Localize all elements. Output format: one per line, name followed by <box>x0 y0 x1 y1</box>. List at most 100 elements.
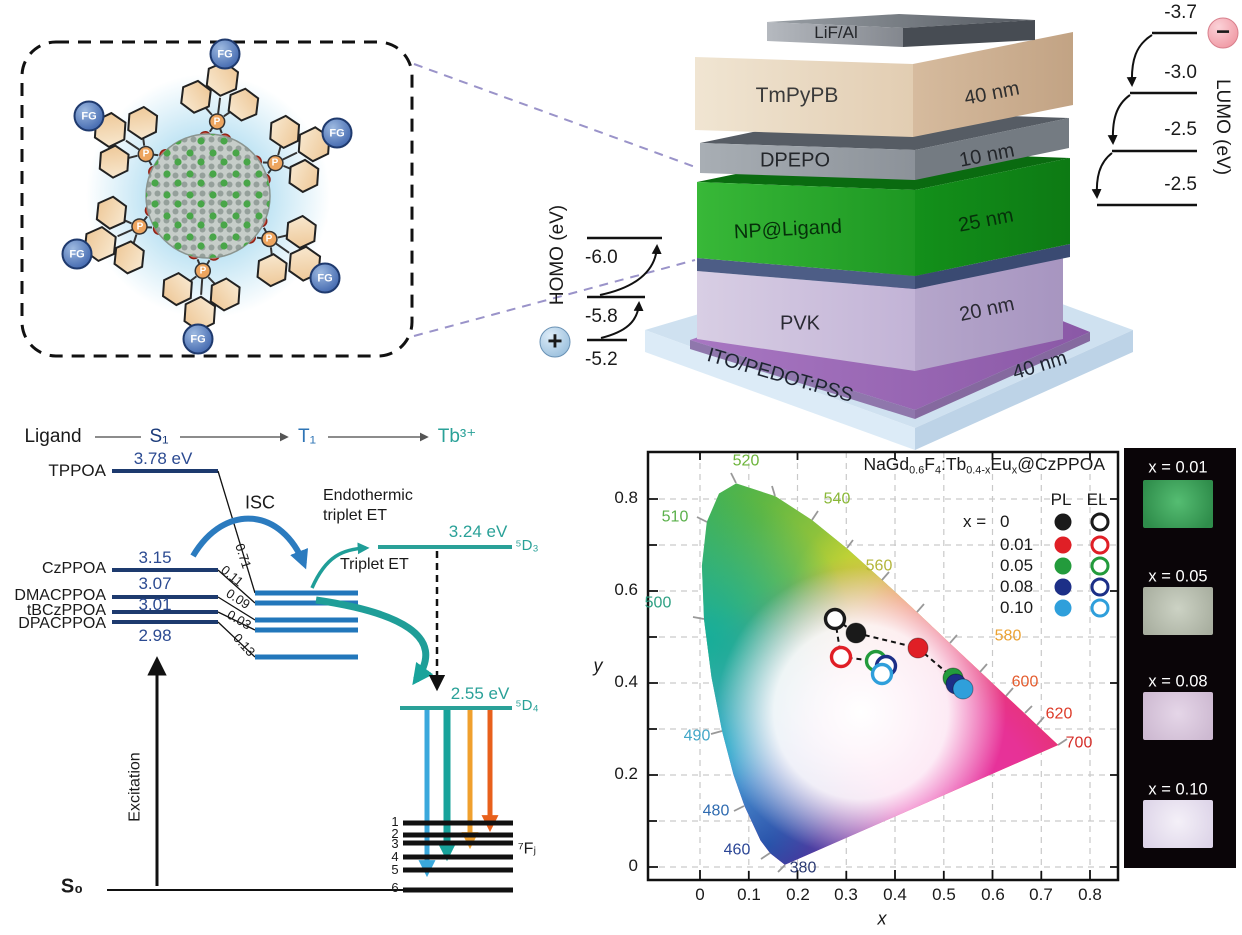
photo-label-010: x = 0.10 <box>1148 780 1208 799</box>
hole-plus-symbol: + <box>547 325 563 356</box>
pvk-right-face <box>915 257 1063 371</box>
ito-right-face <box>915 330 1133 450</box>
wavelength-label-620: 620 <box>1045 705 1073 723</box>
fj-term: ⁷Fⱼ <box>517 840 537 858</box>
lumo-level-1: -3.0 <box>1164 62 1197 83</box>
isc-label: ISC <box>244 492 276 513</box>
legend-row-3: 0.08 <box>1000 577 1034 596</box>
wavelength-label-500: 500 <box>644 594 672 612</box>
ito-front-face <box>645 330 915 450</box>
energy-czppoa: 3.15 <box>138 548 172 568</box>
y-tick-0: 0 <box>628 856 638 875</box>
s1-levels <box>112 469 218 624</box>
isc-connectors <box>217 470 256 658</box>
x-tick-7: 0.7 <box>1029 885 1053 905</box>
fj-index-6: 6 <box>391 880 399 896</box>
cie-title-sub: 0.4-x <box>966 464 991 477</box>
cie-y-axis-label: y <box>593 655 603 676</box>
fj-levels <box>403 820 513 893</box>
lumo-axis-label: LUMO (eV) <box>1211 78 1233 176</box>
cie-title-part: Eu <box>990 454 1012 474</box>
np-ligand-right-face <box>915 158 1070 276</box>
s0-label: S₀ <box>60 875 84 898</box>
energy-dpacppoa: 2.98 <box>138 626 172 646</box>
callout-connector-top <box>413 63 699 169</box>
cie-title-sub: 0.6 <box>909 464 925 477</box>
triplet-et-arrow <box>315 596 434 686</box>
cie-x-axis-label: x <box>877 908 887 929</box>
cie-title-part: :Tb <box>940 454 967 474</box>
legend-row-1: 0.01 <box>1000 535 1034 554</box>
x-tick-4: 0.4 <box>883 885 907 905</box>
wavelength-label-510: 510 <box>661 508 689 526</box>
tmpypb-right-face <box>913 32 1073 137</box>
y-tick-4: 0.8 <box>614 488 638 507</box>
d3-term: ⁵D₃ <box>515 537 539 555</box>
x-tick-5: 0.5 <box>932 885 956 905</box>
energy-dmacppoa: 3.07 <box>138 574 172 594</box>
jablonski-header-tb: Tb³⁺ <box>437 426 477 448</box>
x-tick-3: 0.3 <box>834 885 858 905</box>
locus-wavelength-ticks <box>692 472 1068 873</box>
triplet-et-label: Triplet ET <box>340 556 409 573</box>
cie-el-markers <box>823 607 898 686</box>
layer-label-lif-al: LiF/Al <box>814 23 858 43</box>
excitation-label: Excitation <box>126 752 144 822</box>
wavelength-label-700: 700 <box>1065 734 1093 752</box>
cie-pl-markers <box>845 622 974 700</box>
homo-level-1: -5.8 <box>585 306 618 327</box>
wavelength-label-460: 460 <box>723 841 751 859</box>
d4-energy: 2.55 eV <box>450 684 510 704</box>
cie-legend-markers <box>1054 512 1110 618</box>
wavelength-label-380: 380 <box>789 859 817 877</box>
phosphorus-atom-label: P <box>142 148 150 160</box>
ligand-name-czppoa: CzPPOA <box>41 560 106 577</box>
legend-row-0: 0 <box>1000 512 1010 531</box>
tmpypb-front-face <box>695 57 913 137</box>
y-tick-2: 0.4 <box>614 672 638 691</box>
cie-title-part: NaGd <box>863 454 910 474</box>
d3-energy: 3.24 eV <box>448 522 508 542</box>
np-ligand-front-face <box>697 182 915 276</box>
cie-title: NaGd0.6F4:Tb0.4-xEux@CzPPOA <box>745 455 1105 477</box>
phosphorus-atom-label: P <box>265 233 273 245</box>
homo-level-0: -6.0 <box>585 247 618 268</box>
phosphorus-atom-label: P <box>271 157 279 169</box>
photo-label-005: x = 0.05 <box>1148 567 1208 586</box>
isc-arrow <box>190 515 309 570</box>
jablonski-header-s1: S₁ <box>149 426 169 448</box>
ligand-name-tbczppoa: tBCzPPOA <box>26 602 106 619</box>
legend-header-el: EL <box>1086 490 1108 510</box>
device-stack <box>645 14 1133 450</box>
legend-row-2: 0.05 <box>1000 556 1034 575</box>
ligand-name-dmacppoa: DMACPPOA <box>14 587 106 604</box>
device-photo-x010 <box>1143 800 1213 848</box>
cie-title-sub: x <box>1011 464 1018 477</box>
x-tick-8: 0.8 <box>1078 885 1102 905</box>
jablonski-header-ligand: Ligand <box>24 426 82 448</box>
device-photo-x005 <box>1143 587 1213 635</box>
endothermic-et-label-2: triplet ET <box>323 507 388 524</box>
cie-frame <box>646 450 1120 882</box>
phosphorus-atom-label: P <box>136 221 144 233</box>
cie-title-part: F <box>924 454 935 474</box>
photo-label-008: x = 0.08 <box>1148 672 1208 691</box>
dpepo-front-face <box>700 143 915 180</box>
lumo-level-3: -2.5 <box>1164 174 1197 195</box>
layer-label-pvk: PVK <box>779 312 821 335</box>
wavelength-label-580: 580 <box>994 627 1022 645</box>
nanoparticle-panel <box>20 40 699 358</box>
d4-term: ⁵D₄ <box>515 697 539 715</box>
callout-connector-bottom <box>413 259 696 337</box>
x-tick-0: 0 <box>695 885 705 905</box>
endothermic-et-arrow <box>310 542 370 589</box>
phosphorus-atom-label: P <box>213 116 221 128</box>
cie-title-part: @CzPPOA <box>1017 454 1105 474</box>
fj-index-4: 4 <box>391 849 399 865</box>
device-photo-x008 <box>1143 692 1213 740</box>
layer-label-dpepo: DPEPO <box>759 149 831 172</box>
fj-index-2: 2 <box>391 826 399 842</box>
lumo-level-0: -3.7 <box>1164 2 1197 23</box>
